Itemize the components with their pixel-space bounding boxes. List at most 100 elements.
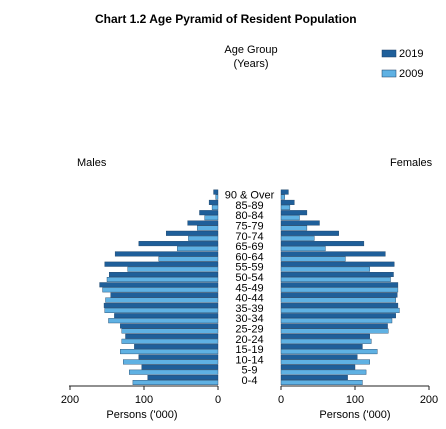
bar-male-2019-85-89: [208, 199, 219, 205]
bar-male-2019-5-9: [141, 364, 219, 370]
bar-male-2019-40-44: [110, 292, 219, 298]
category-label-70-74: 70-74: [235, 231, 263, 243]
bar-female-2019-50-54: [280, 272, 394, 278]
bar-male-2019-45-49: [99, 282, 219, 288]
left-tick-label-0: 0: [215, 394, 221, 406]
bar-female-2019-25-29: [280, 323, 388, 329]
category-label-80-84: 80-84: [235, 210, 263, 222]
bar-male-2009-0-4: [132, 380, 219, 386]
bar-male-2019-15-19: [134, 344, 219, 350]
bar-male-2009-45-49: [102, 287, 219, 293]
bar-male-2019-20-24: [125, 333, 219, 339]
left-tick-label-100: 100: [135, 394, 153, 406]
right-side-label: Females: [390, 157, 433, 169]
bar-male-2009-75-79: [197, 225, 219, 231]
bar-male-2009-25-29: [121, 328, 219, 334]
bar-female-2019-5-9: [280, 364, 356, 370]
bar-male-2019-70-74: [165, 230, 219, 236]
bar-female-2019-90 & Over: [280, 189, 289, 195]
bar-female-2009-25-29: [280, 328, 389, 334]
bar-female-2019-20-24: [280, 333, 371, 339]
bar-female-2019-35-39: [280, 302, 399, 308]
bar-female-2009-20-24: [280, 338, 372, 344]
category-label-10-14: 10-14: [235, 354, 263, 366]
bar-male-2019-80-84: [199, 210, 219, 216]
bar-male-2009-60-64: [158, 256, 219, 262]
bar-female-2019-45-49: [280, 282, 399, 288]
bar-male-2019-25-29: [120, 323, 219, 329]
category-label-25-29: 25-29: [235, 324, 263, 336]
category-label-60-64: 60-64: [235, 251, 263, 263]
bar-female-2009-70-74: [280, 235, 315, 241]
bar-male-2019-30-34: [114, 313, 219, 319]
category-label-65-69: 65-69: [235, 241, 263, 253]
bar-male-2009-10-14: [123, 359, 219, 365]
bar-male-2009-65-69: [177, 246, 219, 252]
bar-female-2019-30-34: [280, 313, 396, 319]
category-label-20-24: 20-24: [235, 334, 263, 346]
bar-female-2009-75-79: [280, 225, 308, 231]
bar-female-2019-55-59: [280, 261, 395, 267]
bar-male-2009-90 & Over: [215, 194, 219, 200]
bar-male-2019-55-59: [104, 261, 219, 267]
bar-male-2019-60-64: [114, 251, 219, 257]
bar-female-2009-85-89: [280, 204, 291, 210]
bar-male-2009-50-54: [106, 277, 219, 283]
category-label-40-44: 40-44: [235, 293, 263, 305]
left-side-label: Males: [77, 157, 107, 169]
category-label-45-49: 45-49: [235, 282, 263, 294]
bar-male-2019-10-14: [138, 354, 219, 360]
bar-female-2009-45-49: [280, 287, 399, 293]
bar-male-2019-90 & Over: [213, 189, 219, 195]
right-tick-label-100: 100: [346, 394, 364, 406]
bar-female-2009-65-69: [280, 246, 326, 252]
tick-marks: 200 100 0 0 100 200: [61, 386, 438, 406]
bar-female-2009-10-14: [280, 359, 371, 365]
category-label-85-89: 85-89: [235, 200, 263, 212]
legend-label-2019: 2019: [399, 48, 423, 60]
bar-female-2009-60-64: [280, 256, 346, 262]
category-labels: 0-45-910-1415-1920-2425-2930-3435-3940-4…: [225, 190, 275, 387]
chart-title: Chart 1.2 Age Pyramid of Resident Popula…: [95, 12, 357, 26]
bar-male-2019-50-54: [109, 272, 219, 278]
left-tick-label-200: 200: [61, 394, 79, 406]
bar-female-2019-75-79: [280, 220, 320, 226]
bar-female-2019-65-69: [280, 241, 365, 247]
bar-female-2009-50-54: [280, 277, 391, 283]
right-tick-label-200: 200: [420, 394, 438, 406]
bar-female-2009-35-39: [280, 307, 400, 313]
category-label-35-39: 35-39: [235, 303, 263, 315]
bar-female-2009-55-59: [280, 266, 371, 272]
right-tick-label-0: 0: [278, 394, 284, 406]
bar-male-2009-20-24: [121, 338, 219, 344]
legend-label-2009: 2009: [399, 68, 423, 80]
bar-female-2019-70-74: [280, 230, 339, 236]
bar-male-2019-65-69: [138, 241, 219, 247]
bar-male-2019-35-39: [103, 302, 219, 308]
bar-female-2019-60-64: [280, 251, 386, 257]
bar-male-2009-30-34: [108, 318, 219, 324]
bar-female-2009-0-4: [280, 380, 363, 386]
legend-swatch-2009: [381, 69, 397, 78]
category-label-line-2: (Years): [233, 58, 268, 70]
category-label-15-19: 15-19: [235, 344, 263, 356]
bars-group: [99, 189, 400, 386]
bar-male-2009-70-74: [188, 235, 219, 241]
bar-female-2019-0-4: [280, 375, 348, 381]
category-label-90 & Over: 90 & Over: [225, 190, 275, 202]
bar-female-2009-40-44: [280, 297, 396, 303]
category-label-5-9: 5-9: [242, 365, 258, 377]
bar-male-2009-80-84: [204, 215, 219, 221]
legend: 2019 2009: [381, 48, 423, 80]
bar-female-2019-10-14: [280, 354, 358, 360]
bar-female-2019-85-89: [280, 199, 295, 205]
category-label-0-4: 0-4: [242, 375, 258, 387]
bar-male-2009-85-89: [211, 204, 219, 210]
left-x-axis-label: Persons ('000): [106, 409, 177, 421]
bar-female-2009-80-84: [280, 215, 300, 221]
bar-female-2009-30-34: [280, 318, 393, 324]
bar-male-2009-40-44: [105, 297, 219, 303]
bar-male-2019-75-79: [187, 220, 219, 226]
category-label-75-79: 75-79: [235, 221, 263, 233]
bar-female-2019-80-84: [280, 210, 308, 216]
